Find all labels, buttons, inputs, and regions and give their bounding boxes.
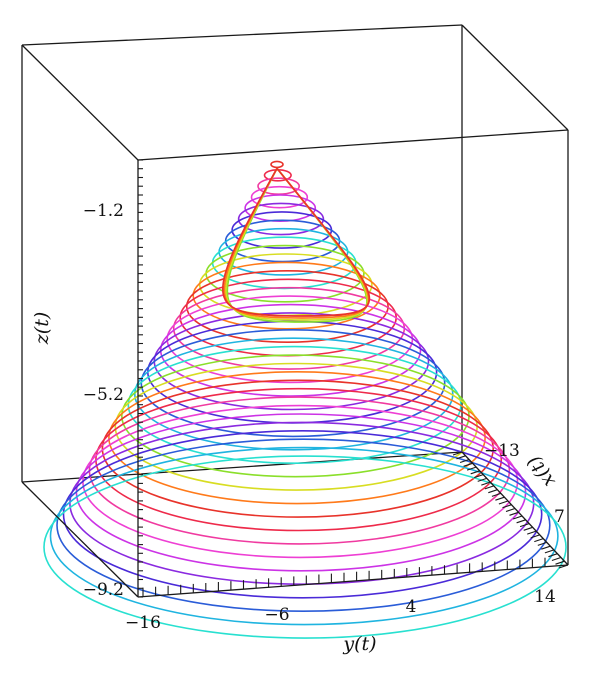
x-tick [477,477,487,482]
z-tick-label: −1.2 [83,201,124,221]
x-tick [484,485,494,490]
x-tick-labels: −13 7 [484,441,565,527]
x-tick [519,523,530,528]
spiral-loop [56,438,551,613]
x-tick [452,451,463,456]
box-edge [21,451,463,483]
z-tick-label: −9.2 [83,580,124,600]
y-tick-label: 14 [534,587,556,607]
x-tick [534,538,544,543]
x-tick [498,500,509,505]
box-back-edges [21,24,569,483]
box-edge [21,24,463,46]
x-tick [512,515,523,520]
x-tick [530,534,540,539]
x-tick [491,492,502,497]
x-tick [495,496,505,501]
spiral-loop [257,177,301,195]
x-tick [541,545,551,550]
x-tick [558,564,569,569]
box-edge [21,481,139,598]
x-tick [502,504,512,509]
spiral-loop [82,404,519,559]
x-tick [470,470,480,475]
x-tick [466,466,477,471]
x-tick [537,541,547,546]
spiral-loop [270,160,284,169]
spiral-loop [250,185,309,209]
x-tick-label: −13 [484,441,520,461]
x-tick [456,455,466,460]
spiral-loop [244,194,317,223]
spiral-loop [185,269,389,343]
y-tick-label: −16 [125,613,161,633]
z-axis-label: z(t) [31,312,53,345]
spiral-loop [108,371,486,505]
x-tick [523,526,533,531]
y-tick-labels: −16 −6 4 14 [125,587,556,633]
x-tick [481,481,491,486]
x-tick [555,560,565,565]
spiral-rim [224,167,369,321]
spiral-rim [221,167,371,317]
spiral-loop [237,202,325,236]
x-tick [463,462,473,467]
z-tick-label: −5.2 [83,385,124,405]
box-edge [21,44,139,161]
x-tick [488,489,498,494]
x-tick [516,519,526,524]
spiral-loop [49,446,559,626]
x-tick [505,507,516,513]
x-tick [459,458,470,464]
spiral-curve [43,160,567,639]
y-axis-label: y(t) [342,633,376,655]
axis-ticks [138,159,569,598]
x-tick [509,511,519,516]
spiral-loop [43,455,567,639]
x-tick [527,530,537,535]
spiral-loop [62,429,543,599]
x-tick [551,556,562,562]
y-tick-label: −6 [264,605,289,625]
box-edge [137,564,569,598]
spiral-loop [133,337,454,451]
x-tick [548,553,558,558]
x-tick [474,474,484,479]
x-tick [544,549,555,554]
spiral-loop [192,261,381,330]
box-edge [461,24,569,131]
y-tick-label: 4 [406,597,417,617]
x-tick-label: 7 [554,507,565,527]
box-edge [137,129,569,161]
spiral-loop [101,379,494,518]
z-tick-labels: −1.2 −5.2 −9.2 [83,201,124,600]
